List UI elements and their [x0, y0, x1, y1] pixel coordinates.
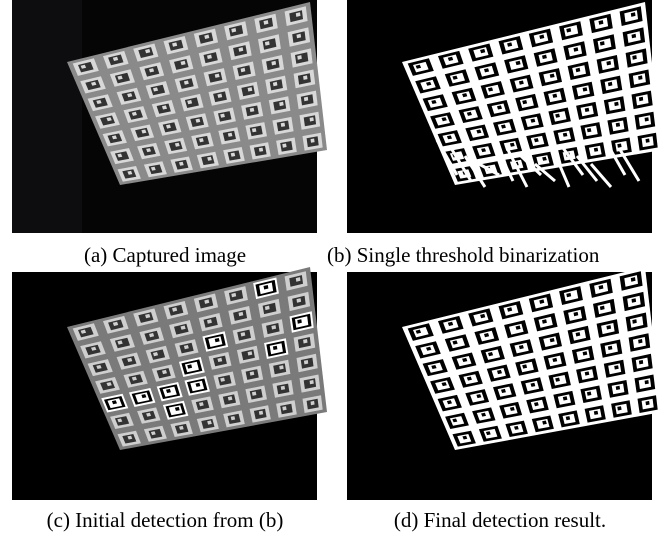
marker-bit [616, 123, 620, 127]
marker-bit [646, 401, 650, 405]
caption: (d) Final detection result. [394, 508, 606, 532]
panel-c [12, 267, 327, 500]
page: (a) Captured image (b) Single threshold … [0, 0, 664, 538]
marker-bit [645, 117, 649, 121]
marker-bit [252, 128, 257, 132]
marker-bit [231, 153, 236, 157]
marker-bit [587, 128, 592, 132]
marker-bit [282, 406, 286, 410]
marker-bit [259, 148, 263, 152]
panel-d [347, 267, 662, 500]
figure: (a) Captured image (b) Single threshold … [0, 0, 664, 538]
marker-bit [563, 133, 568, 137]
marker-bit [228, 133, 233, 137]
caption: (a) Captured image [84, 243, 246, 267]
panel-a [12, 0, 327, 233]
marker-bit [310, 117, 314, 121]
marker-bit [617, 406, 621, 410]
caption: (b) Single threshold binarization [327, 243, 600, 267]
image-shadow [12, 0, 82, 233]
caption: (c) Initial detection from (b) [47, 508, 284, 532]
marker-bit [617, 144, 621, 148]
marker-bit [282, 144, 286, 148]
marker-bit [259, 411, 263, 415]
marker-bit [594, 411, 598, 415]
marker-bit [566, 416, 571, 420]
panel-b [347, 0, 662, 233]
marker-bit [646, 139, 650, 143]
marker-bit [645, 380, 649, 384]
marker-bit [594, 148, 598, 152]
marker-bit [281, 123, 285, 127]
marker-bit [310, 380, 314, 384]
marker-bit [231, 416, 236, 420]
marker-bit [311, 401, 315, 405]
marker-bit [311, 139, 315, 143]
